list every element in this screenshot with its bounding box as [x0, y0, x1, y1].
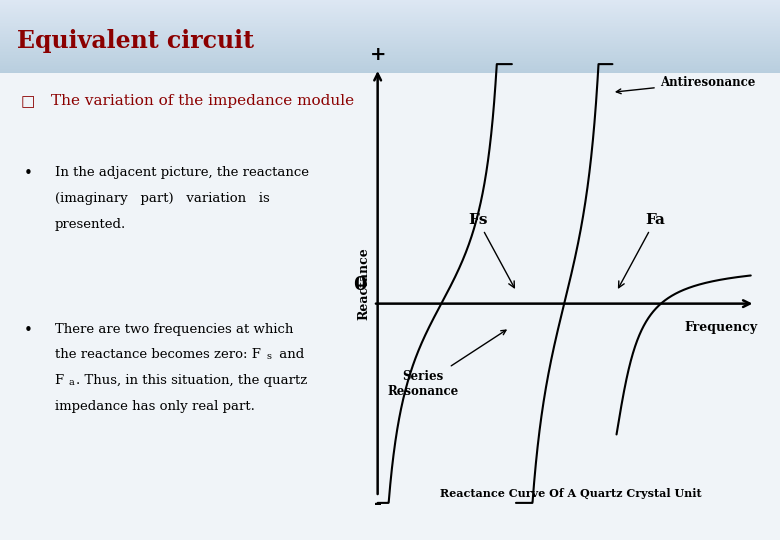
Bar — [0, 23, 780, 24]
Bar — [0, 8, 780, 9]
Bar — [0, 56, 780, 57]
Bar — [0, 63, 780, 64]
Bar — [0, 30, 780, 31]
Bar — [0, 48, 780, 49]
Bar — [0, 10, 780, 11]
Text: F: F — [55, 374, 64, 387]
Bar — [0, 7, 780, 8]
Bar — [0, 72, 780, 73]
Bar — [0, 51, 780, 52]
Bar — [0, 6, 780, 7]
Bar — [0, 66, 780, 67]
Bar — [0, 32, 780, 33]
Bar — [0, 31, 780, 32]
Bar — [0, 49, 780, 50]
Bar — [0, 9, 780, 10]
Bar — [0, 46, 780, 48]
Bar — [0, 22, 780, 23]
Bar — [0, 18, 780, 19]
Bar — [0, 35, 780, 36]
Bar — [0, 38, 780, 39]
Text: s: s — [267, 352, 271, 361]
Bar — [0, 36, 780, 37]
Bar — [0, 61, 780, 62]
Text: -: - — [374, 495, 381, 513]
Text: impedance has only real part.: impedance has only real part. — [55, 400, 254, 413]
Bar — [0, 17, 780, 18]
Bar — [0, 3, 780, 4]
Bar — [0, 21, 780, 22]
Bar — [0, 65, 780, 66]
Bar — [0, 71, 780, 72]
Bar — [0, 57, 780, 58]
Bar — [0, 2, 780, 3]
Text: In the adjacent picture, the reactance: In the adjacent picture, the reactance — [55, 166, 309, 179]
Bar — [0, 14, 780, 15]
Text: •: • — [23, 166, 32, 181]
Text: The variation of the impedance module: The variation of the impedance module — [51, 94, 354, 108]
Bar — [0, 11, 780, 12]
Bar — [0, 42, 780, 43]
Bar — [0, 52, 780, 53]
Bar — [0, 70, 780, 71]
Bar — [0, 4, 780, 5]
Bar — [0, 54, 780, 55]
Bar — [0, 40, 780, 41]
Bar — [0, 19, 780, 21]
Bar — [0, 59, 780, 60]
Text: (imaginary   part)   variation   is: (imaginary part) variation is — [55, 192, 269, 205]
Text: Fs: Fs — [468, 213, 514, 288]
Bar — [0, 1, 780, 2]
Text: •: • — [23, 323, 32, 338]
Bar — [0, 53, 780, 54]
Bar — [0, 44, 780, 45]
Bar — [0, 24, 780, 25]
Bar — [0, 15, 780, 16]
Bar — [0, 58, 780, 59]
Bar — [0, 60, 780, 61]
Text: Reactance Curve Of A Quartz Crystal Unit: Reactance Curve Of A Quartz Crystal Unit — [440, 488, 702, 499]
Bar — [0, 45, 780, 46]
Bar — [0, 25, 780, 26]
Text: . Thus, in this situation, the quartz: . Thus, in this situation, the quartz — [76, 374, 307, 387]
Text: □: □ — [21, 94, 35, 109]
Bar — [0, 62, 780, 63]
Text: Fa: Fa — [619, 213, 665, 288]
Bar — [0, 50, 780, 51]
Text: There are two frequencies at which: There are two frequencies at which — [55, 323, 293, 336]
Bar — [0, 27, 780, 28]
Bar — [0, 64, 780, 65]
Bar — [0, 0, 780, 1]
Bar — [0, 69, 780, 70]
Bar — [0, 5, 780, 6]
Text: a: a — [69, 378, 74, 387]
Bar — [0, 13, 780, 14]
Bar — [0, 43, 780, 44]
Text: Equivalent circuit: Equivalent circuit — [17, 29, 254, 53]
Bar — [0, 37, 780, 38]
Bar — [0, 68, 780, 69]
Text: +: + — [370, 46, 386, 64]
Text: Frequency: Frequency — [685, 321, 757, 334]
Bar — [0, 26, 780, 27]
Text: 0: 0 — [353, 275, 367, 294]
Bar — [0, 67, 780, 68]
Bar — [0, 29, 780, 30]
Text: Antiresonance: Antiresonance — [616, 76, 755, 94]
Text: the reactance becomes zero: F: the reactance becomes zero: F — [55, 348, 261, 361]
Bar — [0, 41, 780, 42]
Bar — [0, 34, 780, 35]
Bar — [0, 39, 780, 40]
Bar — [0, 55, 780, 56]
Text: Series
Resonance: Series Resonance — [388, 330, 506, 398]
Bar — [0, 16, 780, 17]
Text: and: and — [275, 348, 304, 361]
Bar — [0, 12, 780, 13]
Text: presented.: presented. — [55, 218, 126, 231]
Bar — [0, 33, 780, 34]
Bar — [0, 28, 780, 29]
Text: Reactance: Reactance — [357, 247, 370, 320]
